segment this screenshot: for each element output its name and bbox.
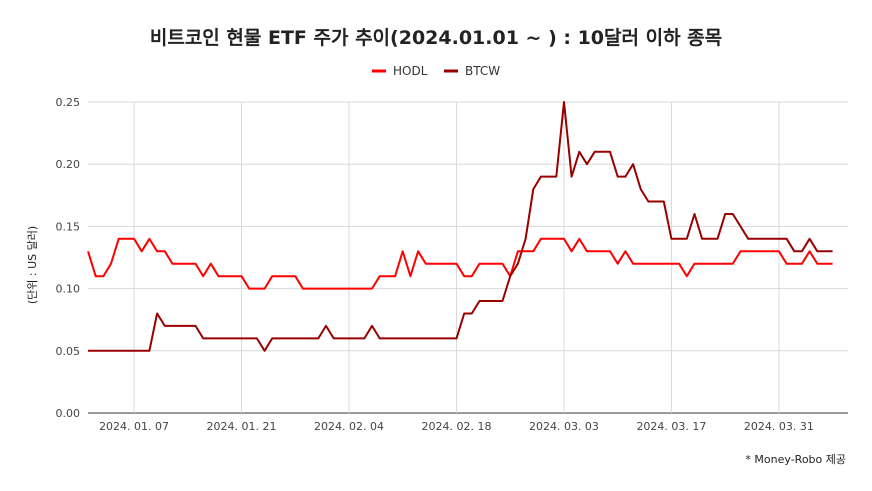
y-axis-ticks: 0.00 0.05 0.10 0.15 0.20 0.25 xyxy=(56,96,81,420)
credit-note: * Money-Robo 제공 xyxy=(745,453,846,466)
x-tick-label: 2024. 02. 04 xyxy=(314,420,384,433)
series-line-hodl xyxy=(87,237,833,290)
x-axis-ticks: 2024. 01. 07 2024. 01. 21 2024. 02. 04 2024… xyxy=(99,420,814,433)
chart-title: 비트코인 현물 ETF 주가 추이(2024.01.01 ~ ) : 10달러 … xyxy=(150,27,722,49)
y-axis-label: (단위 : US 달러) xyxy=(26,226,39,304)
legend: HODL BTCW xyxy=(372,64,500,78)
legend-label-btcw: BTCW xyxy=(465,64,500,78)
gridlines xyxy=(88,101,848,414)
x-tick-label: 2024. 03. 31 xyxy=(744,420,814,433)
x-tick-label: 2024. 03. 17 xyxy=(636,420,706,433)
series-line-btcw xyxy=(88,101,833,352)
y-tick-label: 0.20 xyxy=(56,158,81,171)
x-tick-label: 2024. 01. 07 xyxy=(99,420,169,433)
y-tick-label: 0.15 xyxy=(56,220,81,233)
x-tick-label: 2024. 03. 03 xyxy=(529,420,599,433)
legend-label-hodl: HODL xyxy=(393,64,428,78)
x-tick-label: 2024. 01. 21 xyxy=(207,420,277,433)
y-tick-label: 0.10 xyxy=(56,283,81,296)
x-tick-label: 2024. 02. 18 xyxy=(421,420,491,433)
series-lines xyxy=(87,101,833,352)
y-tick-label: 0.25 xyxy=(56,96,81,109)
y-tick-label: 0.00 xyxy=(56,407,81,420)
y-tick-label: 0.05 xyxy=(56,345,81,358)
